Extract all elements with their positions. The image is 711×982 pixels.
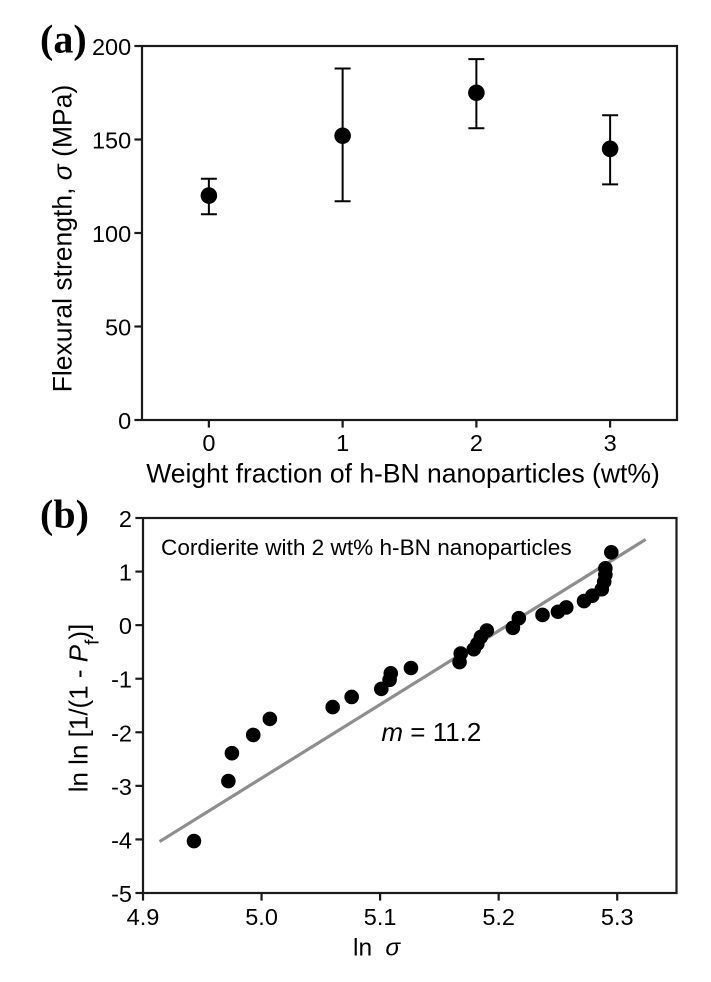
- panel-b-data-point: [383, 666, 399, 681]
- panel-b-data-point: [535, 607, 550, 623]
- panel-b-data-point: [453, 646, 469, 661]
- panel-b-data-point: [598, 561, 613, 576]
- panel-a-data-point: [468, 84, 485, 102]
- panel-b-data-point: [262, 711, 278, 727]
- panel-b-y-tick-label: 2: [119, 506, 132, 532]
- panel-b-data-point: [325, 699, 340, 715]
- panel-a-y-tick-label: 100: [92, 221, 131, 247]
- panel-b-y-axis-title: ln ln [1/(1 - Pf)]: [64, 624, 104, 793]
- panel-b-y-tick-label: -3: [111, 774, 132, 800]
- panel-a-y-tick-label: 50: [105, 315, 131, 341]
- panel-b-data-point: [344, 689, 359, 705]
- panel-a-y-axis-title: Flexural strength, σ (MPa): [48, 85, 78, 393]
- panel-a-x-tick-label: 2: [470, 430, 483, 456]
- panel-b-x-tick-label: 5.3: [601, 904, 634, 930]
- panel-b-data-point: [403, 660, 419, 676]
- panel-b-data-point: [603, 544, 619, 560]
- panel-b-annotation: Cordierite with 2 wt% h-BN nanoparticles: [161, 535, 572, 560]
- panel-b-y-tick-label: -5: [111, 881, 132, 907]
- panel-a-data-point: [200, 187, 218, 204]
- panel-b-data-point: [186, 833, 202, 849]
- panel-b-y-tick-label: -2: [111, 720, 132, 746]
- panel-a-x-tick-label: 3: [604, 430, 617, 456]
- panel-b-x-tick-label: 5.2: [482, 904, 515, 930]
- panel-b-fit-line: [158, 538, 647, 843]
- panel-a-frame: [140, 44, 679, 422]
- panel-b-x-axis-title: ln σ: [353, 935, 401, 962]
- panel-b-y-tick-label: 0: [119, 613, 132, 639]
- panel-b-x-tick-label: 5.1: [364, 904, 397, 930]
- panel-a-x-tick-label: 0: [202, 430, 215, 456]
- panel-b-x-tick-label: 5.0: [245, 904, 278, 930]
- panel-a-data-point: [334, 127, 351, 145]
- panel-b-data-point: [558, 600, 574, 615]
- panel-b-frame: [141, 516, 678, 895]
- panel-a-label: (a): [40, 16, 87, 61]
- panel-b-y-tick-label: 1: [119, 560, 132, 586]
- panel-b-y-tick-label: -4: [111, 827, 132, 853]
- panel-b-data-point: [224, 745, 240, 761]
- panel-b-data-point: [511, 610, 527, 626]
- panel-b-data-point: [245, 727, 261, 743]
- panel-a-y-tick-label: 0: [118, 408, 131, 434]
- panel-b-label: (b): [40, 492, 89, 537]
- panel-a-y-tick-label: 150: [92, 128, 131, 154]
- panel-a-data-point: [601, 140, 619, 158]
- panel-b-y-tick-label: -1: [111, 667, 132, 693]
- panel-b-slope-annotation: m = 11.2: [381, 717, 481, 747]
- panel-a-x-axis-title: Weight fraction of h-BN nanoparticles (w…: [146, 459, 660, 489]
- panel-b-data-point: [479, 623, 495, 638]
- panel-b-x-tick-label: 4.9: [127, 904, 160, 930]
- panel-a-x-tick-label: 1: [336, 430, 349, 456]
- panel-b-data-point: [221, 773, 236, 789]
- panel-a-y-tick-label: 200: [92, 34, 131, 60]
